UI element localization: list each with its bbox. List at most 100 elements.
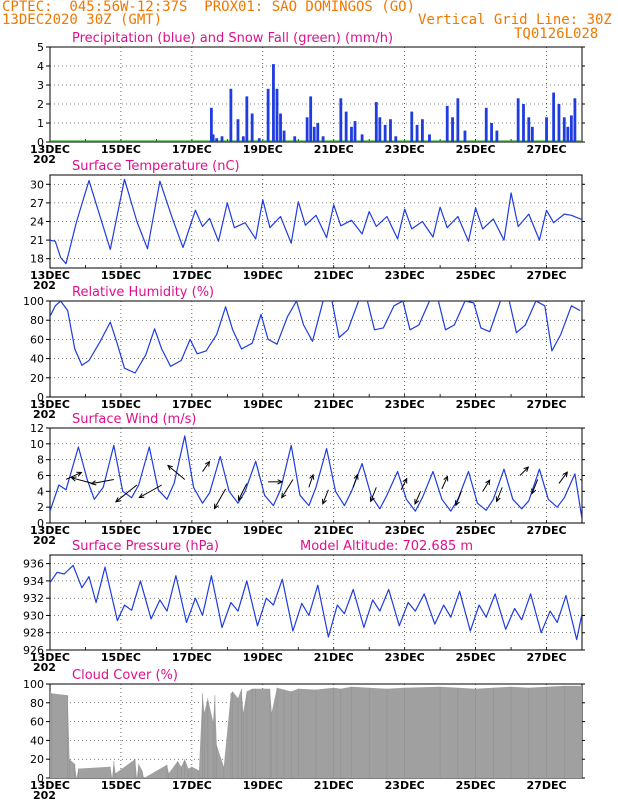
precip-x-tick-label: 17DEC <box>172 143 212 156</box>
precip-year-label: 202 <box>33 153 56 166</box>
cloud-y-tick-label: 20 <box>30 753 44 766</box>
precip-bar <box>562 117 566 142</box>
precip-bar <box>209 107 213 142</box>
precip-bar <box>321 136 325 142</box>
precip-bar <box>415 124 419 142</box>
precip-bar <box>257 138 261 142</box>
precip-x-tick-label: 19DEC <box>243 143 283 156</box>
precip-bar <box>215 138 219 142</box>
temperature-x-tick-label: 23DEC <box>385 269 425 282</box>
humidity-year-label: 202 <box>33 408 56 421</box>
precip-y-tick-label: 5 <box>37 41 44 54</box>
pressure-y-tick-label: 928 <box>23 627 44 640</box>
wind-x-tick-label: 13DEC <box>30 524 70 537</box>
precip-bar <box>566 126 570 142</box>
cloud-x-tick-label: 19DEC <box>243 779 283 792</box>
wind-arrow-head <box>455 500 460 507</box>
precip-bar <box>421 119 424 142</box>
humidity-x-tick-label: 23DEC <box>385 398 425 411</box>
cloud-title: Cloud Cover (%) <box>72 668 178 683</box>
temperature-series-line <box>50 178 582 265</box>
header-model-code: TQ0126L028 <box>514 26 599 42</box>
precip-bar <box>552 92 556 142</box>
wind-arrow-head <box>114 497 121 503</box>
wind-y-tick-label: 0 <box>37 517 44 530</box>
precip-bar <box>282 130 286 142</box>
pressure-series-line <box>50 564 582 641</box>
wind-arrow-shaft <box>281 479 294 498</box>
precip-bar <box>573 98 577 142</box>
wind-arrow-head <box>322 498 327 505</box>
precip-bar <box>410 111 414 142</box>
wind-data <box>50 435 582 520</box>
wind-arrows <box>65 460 582 510</box>
wind-arrow-head <box>562 471 568 478</box>
panel-pressure: 13DEC 15DEC 17DEC 19DEC 21DEC 23DEC 25DEC 27DEC… <box>23 539 585 674</box>
precip-bar <box>305 117 309 142</box>
precip-bar <box>312 126 316 142</box>
header-station-line: CPTEC: 045:56W-12:37S PROX01: SAO DOMING… <box>2 0 416 15</box>
wind-arrow-shaft <box>352 474 358 488</box>
wind-arrow-head <box>277 479 284 485</box>
cloud-x-tick-label: 23DEC <box>385 779 425 792</box>
precip-bar <box>236 119 240 142</box>
wind-arrow-shaft <box>308 474 314 488</box>
wind-x-tick-label: 19DEC <box>243 524 283 537</box>
temperature-x-tick-label: 17DEC <box>172 269 212 282</box>
pressure-y-tick-label: 930 <box>23 609 44 622</box>
wind-x-tick-label: 21DEC <box>314 524 354 537</box>
precip-bar <box>378 117 382 142</box>
precip-y-tick-label: 2 <box>37 98 44 111</box>
precip-bar <box>383 124 387 142</box>
wind-arrow-head <box>90 480 97 486</box>
cloud-x-tick-label: 17DEC <box>172 779 212 792</box>
precip-bar <box>229 88 233 142</box>
wind-y-tick-label: 8 <box>37 454 44 467</box>
precip-bar <box>490 123 493 142</box>
temperature-y-tick-label: 30 <box>30 178 44 191</box>
humidity-frame <box>49 300 583 398</box>
wind-arrow-shaft <box>202 461 210 472</box>
temperature-x-tick-label: 15DEC <box>101 269 141 282</box>
pressure-y-tick-label: 926 <box>23 644 44 657</box>
temperature-x-tick-label: 27DEC <box>527 269 567 282</box>
humidity-x-tick-label: 15DEC <box>101 398 141 411</box>
wind-arrow-shaft <box>91 478 114 485</box>
cloud-y-tick-label: 80 <box>30 697 44 710</box>
humidity-title: Relative Humidity (%) <box>72 285 214 300</box>
cloud-year-label: 202 <box>33 789 56 800</box>
wind-arrow-shaft <box>71 477 93 484</box>
temperature-y-tick-label: 24 <box>30 216 44 229</box>
pressure-x-tick-label: 17DEC <box>172 651 212 664</box>
precip-bar <box>279 113 282 142</box>
wind-arrow-shaft <box>115 484 138 503</box>
pressure-y-tick-label: 934 <box>23 575 44 588</box>
humidity-x-tick-label: 19DEC <box>243 398 283 411</box>
precip-bar <box>350 126 353 142</box>
wind-year-label: 202 <box>33 534 56 547</box>
precip-bar <box>211 134 215 142</box>
wind-x-tick-label: 27DEC <box>527 524 567 537</box>
cloud-x-tick-label: 21DEC <box>314 779 354 792</box>
precip-bar <box>522 104 525 142</box>
cloud-y-tick-label: 0 <box>37 772 44 785</box>
wind-arrow-head <box>237 495 243 502</box>
humidity-x-tick-label: 21DEC <box>314 398 354 411</box>
wind-arrow-head <box>531 488 537 495</box>
pressure-data <box>50 564 582 641</box>
pressure-title: Surface Pressure (hPa) <box>72 539 219 554</box>
cloud-x-tick-label: 13DEC <box>30 779 70 792</box>
precip-x-tick-label: 13DEC <box>30 143 70 156</box>
cloud-y-tick-label: 60 <box>30 716 44 729</box>
pressure-x-tick-label: 15DEC <box>101 651 141 664</box>
pressure-x-tick-label: 21DEC <box>314 651 354 664</box>
wind-arrow-shaft <box>558 471 568 484</box>
panel-wind: 13DEC 15DEC 17DEC 19DEC 21DEC 23DEC 25DEC 27DEC… <box>30 412 585 547</box>
pressure-y-tick-label: 936 <box>23 558 44 571</box>
precip-title: Precipitation (blue) and Snow Fall (gree… <box>72 31 393 46</box>
precip-x-tick-label: 25DEC <box>456 143 496 156</box>
precip-bar <box>484 107 488 142</box>
precip-x-tick-label: 23DEC <box>385 143 425 156</box>
precip-bar <box>250 113 254 142</box>
humidity-x-tick-label: 17DEC <box>172 398 212 411</box>
